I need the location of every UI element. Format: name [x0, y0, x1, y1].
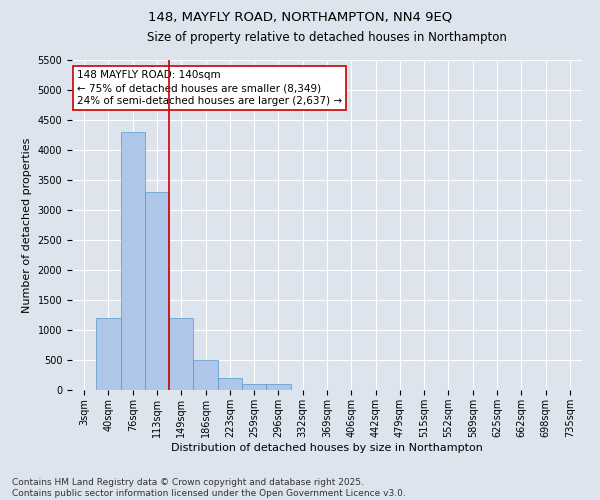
Text: 148, MAYFLY ROAD, NORTHAMPTON, NN4 9EQ: 148, MAYFLY ROAD, NORTHAMPTON, NN4 9EQ: [148, 10, 452, 23]
Bar: [121, 132, 145, 390]
Text: Contains HM Land Registry data © Crown copyright and database right 2025.
Contai: Contains HM Land Registry data © Crown c…: [12, 478, 406, 498]
Bar: [169, 318, 193, 390]
Bar: [193, 360, 218, 390]
Bar: [266, 384, 290, 390]
Bar: [242, 384, 266, 390]
Title: Size of property relative to detached houses in Northampton: Size of property relative to detached ho…: [147, 30, 507, 44]
X-axis label: Distribution of detached houses by size in Northampton: Distribution of detached houses by size …: [171, 442, 483, 452]
Bar: [96, 318, 121, 390]
Text: 148 MAYFLY ROAD: 140sqm
← 75% of detached houses are smaller (8,349)
24% of semi: 148 MAYFLY ROAD: 140sqm ← 75% of detache…: [77, 70, 342, 106]
Bar: [218, 378, 242, 390]
Bar: [145, 192, 169, 390]
Y-axis label: Number of detached properties: Number of detached properties: [22, 138, 32, 312]
